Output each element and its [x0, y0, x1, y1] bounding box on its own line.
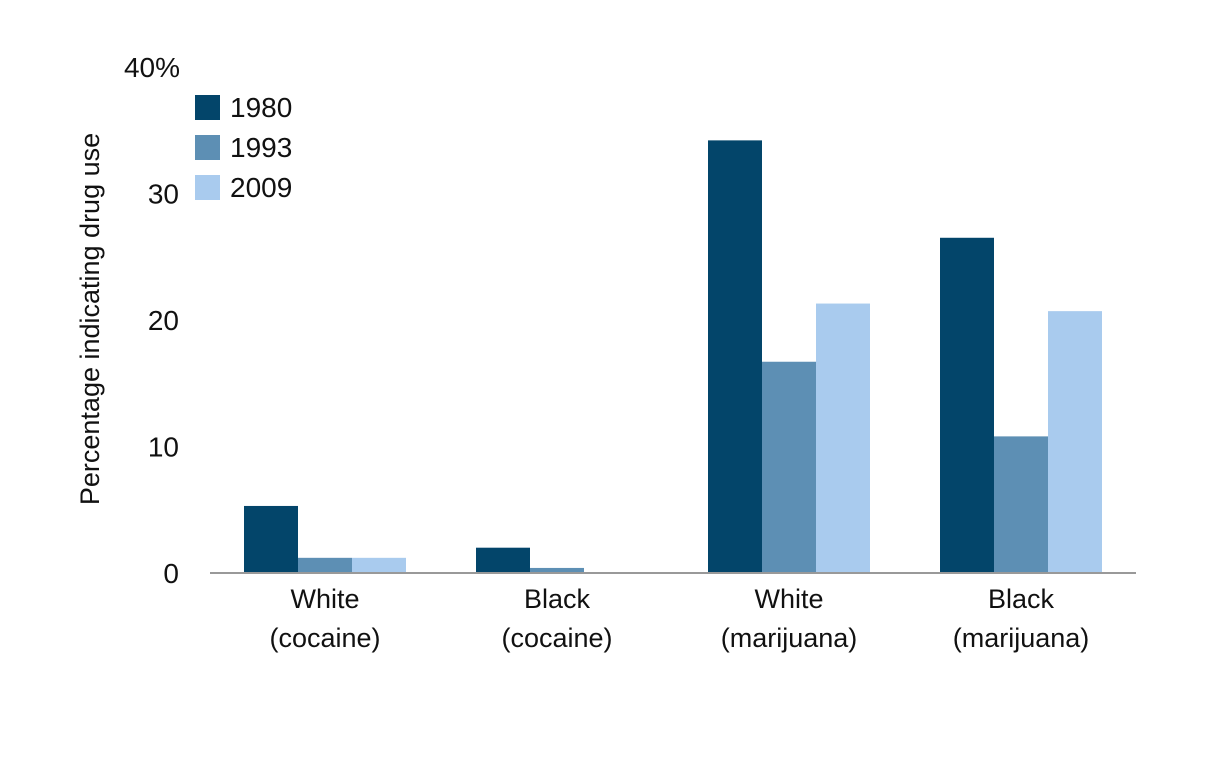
bar-1980-3 [940, 237, 994, 573]
bar-1993-2 [762, 361, 816, 573]
category-label: White [290, 584, 359, 614]
category-label: (cocaine) [501, 623, 612, 653]
y-axis-title: Percentage indicating drug use [75, 133, 105, 505]
category-label: Black [988, 584, 1055, 614]
y-tick-label: 40% [124, 52, 180, 83]
category-label: Black [524, 584, 591, 614]
y-tick-label: 10 [148, 432, 179, 463]
legend-label-2009: 2009 [230, 172, 292, 203]
legend-label-1993: 1993 [230, 132, 292, 163]
bar-1980-0 [244, 505, 298, 573]
category-label: (marijuana) [721, 623, 858, 653]
y-tick-label: 0 [163, 558, 179, 589]
bar-1980-2 [708, 140, 762, 573]
category-labels: White (cocaine) Black (cocaine) White (mariju… [269, 584, 1089, 653]
legend: 1980 1993 2009 [195, 92, 292, 203]
y-tick-label: 30 [148, 179, 179, 210]
legend-swatch-1993 [195, 135, 220, 160]
y-axis-title-group: Percentage indicating drug use [75, 133, 105, 505]
legend-label-1980: 1980 [230, 92, 292, 123]
bar-2009-0 [352, 557, 406, 573]
legend-swatch-2009 [195, 175, 220, 200]
legend-swatch-1980 [195, 95, 220, 120]
category-label: (cocaine) [269, 623, 380, 653]
bar-2009-2 [816, 303, 870, 573]
bar-2009-3 [1048, 311, 1102, 573]
bar-1993-3 [994, 436, 1048, 573]
bar-1993-0 [298, 557, 352, 573]
bar-1980-1 [476, 547, 530, 573]
category-label: (marijuana) [953, 623, 1090, 653]
y-axis-ticks: 0 10 20 30 40% [124, 52, 180, 589]
bar-1993-1 [530, 567, 584, 573]
bars [244, 140, 1102, 573]
y-tick-label: 20 [148, 305, 179, 336]
category-label: White [754, 584, 823, 614]
